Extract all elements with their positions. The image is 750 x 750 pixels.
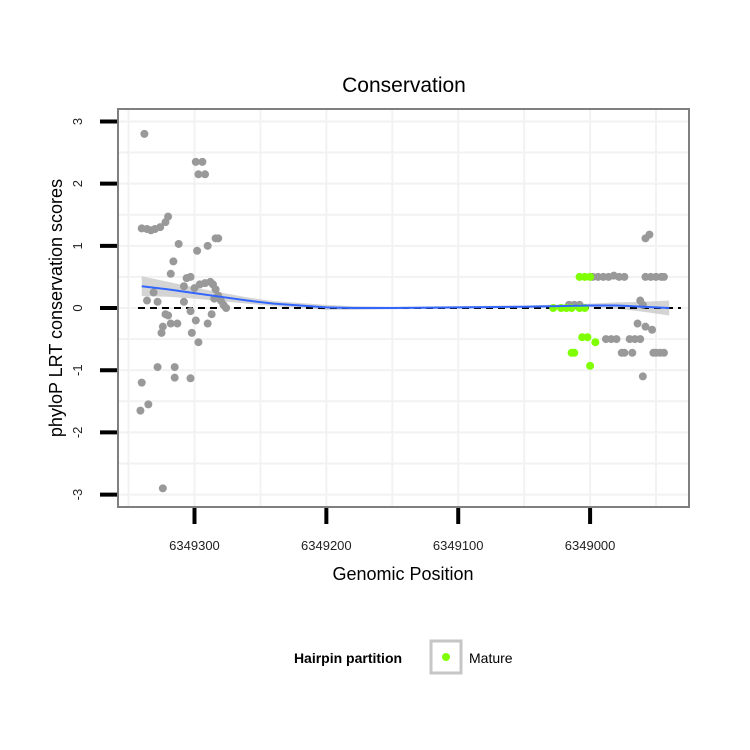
- other-point: [144, 400, 153, 409]
- other-point: [153, 297, 162, 306]
- legend-mature-swatch: [442, 653, 450, 661]
- other-point: [193, 246, 202, 255]
- y-axis-ticks: -3 -2 -1 0 1 2 3: [70, 118, 117, 501]
- other-point: [186, 374, 195, 383]
- mature-point: [591, 338, 600, 347]
- other-point: [191, 157, 200, 166]
- mature-point: [586, 361, 595, 370]
- other-point: [191, 316, 200, 325]
- x-axis-title: Genomic Position: [332, 564, 473, 584]
- other-point: [158, 484, 167, 493]
- legend: Hairpin partition Mature: [294, 639, 513, 675]
- other-point: [156, 223, 165, 232]
- y-tick-label: -2: [70, 427, 85, 439]
- mature-point: [567, 348, 576, 357]
- other-point: [187, 328, 196, 337]
- other-point: [620, 272, 629, 281]
- other-point: [211, 285, 220, 294]
- other-point: [166, 269, 175, 278]
- other-point: [194, 170, 203, 179]
- other-point: [659, 272, 668, 281]
- other-point: [170, 373, 179, 382]
- other-point: [214, 234, 223, 243]
- other-point: [137, 378, 146, 387]
- other-point: [198, 157, 207, 166]
- other-point: [222, 304, 231, 312]
- other-point: [158, 322, 167, 331]
- other-point: [648, 325, 657, 334]
- other-point: [203, 241, 212, 250]
- other-point: [638, 372, 647, 381]
- grid-lines: [119, 110, 688, 506]
- other-point: [170, 363, 179, 372]
- other-point: [161, 310, 170, 319]
- legend-title: Hairpin partition: [294, 650, 402, 666]
- other-point: [140, 129, 149, 138]
- other-point: [612, 335, 621, 344]
- other-point: [186, 307, 195, 316]
- y-tick-label: -3: [70, 489, 85, 501]
- other-point: [201, 170, 210, 179]
- other-point: [186, 272, 195, 281]
- other-point: [169, 257, 178, 266]
- other-point: [149, 288, 158, 297]
- other-point: [641, 322, 650, 331]
- other-point: [636, 335, 645, 344]
- other-point: [633, 319, 642, 328]
- legend-label-mature: Mature: [469, 650, 513, 666]
- smooth-line-layer: [141, 285, 670, 309]
- smooth-trend-line: [141, 285, 670, 309]
- other-point: [157, 328, 166, 337]
- y-tick-label: 3: [70, 118, 85, 125]
- mature-point: [583, 333, 592, 342]
- y-axis-title: phyloP LRT conservation scores: [46, 179, 66, 437]
- y-tick-label: -1: [70, 364, 85, 376]
- other-point: [173, 319, 182, 328]
- other-point: [164, 212, 173, 221]
- mature-point: [586, 272, 595, 281]
- other-point: [659, 348, 668, 357]
- other-point: [174, 239, 183, 248]
- other-point: [203, 319, 212, 328]
- other-point: [645, 230, 654, 239]
- x-axis-ticks: 6349300 6349200 6349100 6349000: [169, 508, 615, 553]
- other-point: [617, 348, 626, 357]
- x-tick-label: 6349000: [565, 538, 616, 553]
- x-tick-label: 6349100: [433, 538, 484, 553]
- y-tick-label: 1: [70, 242, 85, 249]
- chart-title: Conservation: [342, 74, 466, 97]
- other-point: [207, 310, 216, 319]
- x-tick-label: 6349300: [169, 538, 220, 553]
- other-point: [143, 296, 152, 305]
- other-point: [166, 319, 175, 328]
- other-point: [194, 338, 203, 347]
- other-point: [136, 406, 145, 415]
- y-tick-label: 2: [70, 180, 85, 187]
- other-point: [179, 282, 188, 291]
- x-tick-label: 6349200: [301, 538, 352, 553]
- other-point: [179, 297, 188, 306]
- other-point: [153, 363, 162, 372]
- other-point: [628, 348, 637, 357]
- y-tick-label: 0: [70, 304, 85, 311]
